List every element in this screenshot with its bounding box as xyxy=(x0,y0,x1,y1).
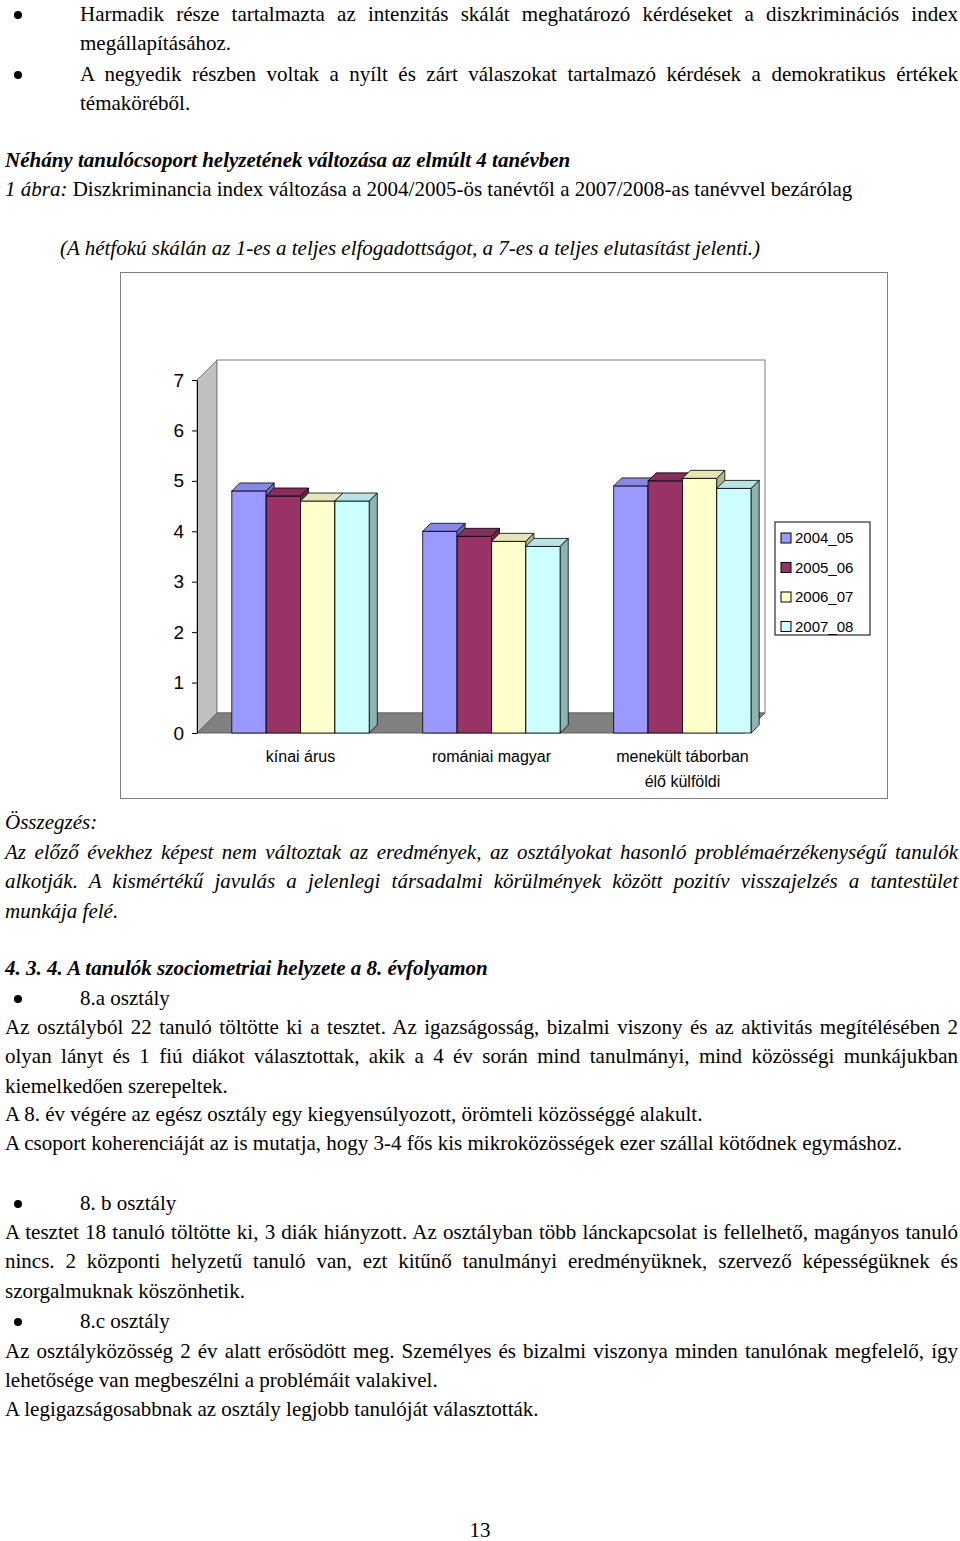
y-tick-label: 4 xyxy=(173,521,184,542)
y-tick-mark xyxy=(192,733,197,734)
bar xyxy=(717,480,759,733)
paragraph: A tesztet 18 tanuló töltötte ki, 3 diák … xyxy=(5,1218,958,1306)
x-tick-label: kínai árus xyxy=(266,748,335,765)
y-tick-mark xyxy=(192,683,197,684)
bar-side xyxy=(369,493,377,733)
y-tick-label: 6 xyxy=(173,420,184,441)
page-number: 13 xyxy=(0,1516,960,1541)
y-tick-mark xyxy=(192,531,197,532)
bullet xyxy=(14,1200,22,1208)
legend-label: 2006_07 xyxy=(795,588,853,605)
legend-swatch xyxy=(781,533,791,543)
y-axis: 0 1 2 3 4 5 6 7 xyxy=(173,370,197,744)
y-tick: 6 xyxy=(173,420,197,441)
bullet-text: A negyedik részben voltak a nyílt és zár… xyxy=(80,60,958,119)
class-name: 8. b osztály xyxy=(80,1189,958,1218)
bar-front xyxy=(301,501,335,733)
bar-front xyxy=(526,546,560,733)
bullet xyxy=(14,995,22,1003)
y-tick: 0 xyxy=(173,723,197,744)
y-tick-mark xyxy=(192,481,197,482)
bar-front xyxy=(266,496,300,733)
y-tick: 5 xyxy=(173,470,197,491)
paragraph: A legigazságosabbnak az osztály legjobb … xyxy=(5,1395,958,1424)
bars xyxy=(232,470,759,733)
y-tick: 3 xyxy=(173,571,197,592)
bar xyxy=(335,493,377,733)
legend-swatch xyxy=(781,592,791,602)
paragraph: A csoport koherenciáját az is mutatja, h… xyxy=(5,1129,958,1158)
y-tick-label: 5 xyxy=(173,470,184,491)
y-tick-label: 3 xyxy=(173,571,184,592)
figure-caption-text: Diszkriminancia index változása a 2004/2… xyxy=(73,177,853,201)
paragraph: A 8. év végére az egész osztály egy kieg… xyxy=(5,1100,958,1129)
bar-front xyxy=(492,541,526,733)
y-axis-line xyxy=(197,381,198,734)
legend-swatch xyxy=(781,622,791,632)
space xyxy=(67,177,72,201)
class-name: 8.a osztály xyxy=(80,984,958,1013)
bar-front xyxy=(717,488,751,733)
side-wall xyxy=(197,360,217,733)
legend-frame xyxy=(775,522,870,635)
summary-text: Az előző évekhez képest nem változtak az… xyxy=(5,838,958,926)
bullet xyxy=(14,1318,22,1326)
heading: 4. 3. 4. A tanulók szociometriai helyzet… xyxy=(5,954,958,983)
y-tick: 2 xyxy=(173,622,197,643)
bar-front xyxy=(457,536,491,733)
summary-heading: Összegzés: xyxy=(5,808,958,837)
bar-front xyxy=(682,478,716,733)
y-tick-mark xyxy=(192,430,197,431)
chart-frame xyxy=(121,273,888,799)
chart: 0 1 2 3 4 5 6 7 kínai árus romániai magyar menekül… xyxy=(120,272,888,799)
bar-front xyxy=(335,501,369,733)
bar-front xyxy=(232,491,266,733)
figure-note: (A hétfokú skálán az 1-es a teljes elfog… xyxy=(60,234,958,263)
y-tick: 1 xyxy=(173,672,197,693)
legend-label: 2005_06 xyxy=(795,559,853,576)
figure-caption: 1 ábra: Diszkriminancia index változása … xyxy=(60,175,958,204)
bullet-text: Harmadik része tartalmazta az intenzitás… xyxy=(80,0,958,59)
y-tick-mark xyxy=(192,380,197,381)
bar-front xyxy=(614,486,648,733)
y-tick-mark xyxy=(192,582,197,583)
y-tick: 4 xyxy=(173,521,197,542)
bar xyxy=(526,538,568,733)
y-tick-label: 7 xyxy=(173,370,184,391)
legend-swatch xyxy=(781,563,791,573)
bar-front xyxy=(423,531,457,733)
bar-front xyxy=(648,481,682,733)
y-tick-label: 1 xyxy=(173,672,184,693)
bar-side xyxy=(560,538,568,733)
class-name: 8.c osztály xyxy=(80,1307,958,1336)
figure-label: 1 ábra: xyxy=(5,177,67,201)
legend-label: 2007_08 xyxy=(795,618,853,635)
bullet xyxy=(14,11,22,19)
bullet xyxy=(14,71,22,79)
paragraph: Az osztályközösség 2 év alatt erősödött … xyxy=(5,1337,958,1396)
x-tick-label: menekült táborbanélő külföldi xyxy=(616,748,749,790)
heading: Néhány tanulócsoport helyzetének változá… xyxy=(5,146,958,175)
legend-label: 2004_05 xyxy=(795,529,853,546)
bar-side xyxy=(751,480,759,733)
y-tick-label: 0 xyxy=(173,723,184,744)
x-tick-label: romániai magyar xyxy=(432,748,552,765)
y-tick-mark xyxy=(192,632,197,633)
y-tick: 7 xyxy=(173,370,197,391)
paragraph: Az osztályból 22 tanuló töltötte ki a te… xyxy=(5,1013,958,1101)
y-tick-label: 2 xyxy=(173,622,184,643)
legend: 2004_05 2005_06 2006_07 2007_08 xyxy=(775,522,870,635)
